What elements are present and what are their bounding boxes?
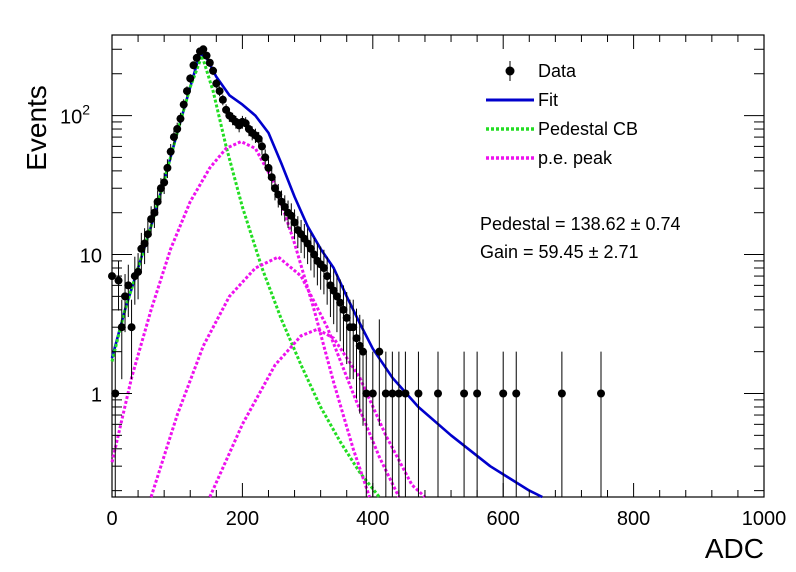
data-point: [394, 389, 403, 398]
y-tick-base: 10: [60, 107, 82, 129]
data-point: [179, 100, 188, 109]
data-point: [434, 389, 442, 398]
data-point: [512, 389, 521, 398]
legend-label: p.e. peak: [538, 148, 613, 168]
data-point: [368, 389, 377, 398]
data-point: [209, 66, 218, 75]
x-tick-label: 400: [356, 508, 389, 530]
data-point: [173, 125, 182, 134]
gain-annotation: Gain = 59.45 ± 2.71: [480, 242, 639, 262]
data-point: [124, 281, 133, 290]
data-point: [147, 215, 156, 224]
y-tick-base: 1: [91, 385, 102, 407]
data-point: [182, 87, 191, 96]
legend-label: Data: [538, 61, 577, 81]
data-point: [310, 250, 319, 259]
y-axis-title: Events: [21, 85, 52, 171]
data-point: [414, 389, 423, 398]
data-point: [186, 74, 195, 83]
pedestal-annotation: Pedestal = 138.62 ± 0.74: [480, 214, 681, 234]
x-tick-label: 200: [226, 508, 259, 530]
data-point: [290, 218, 299, 227]
data-point: [332, 292, 341, 301]
legend-label: Pedestal CB: [538, 119, 638, 139]
data-point: [319, 264, 328, 273]
data-point: [388, 389, 397, 398]
y-tick-label: 1: [91, 385, 102, 407]
data-point: [176, 114, 185, 123]
data-point: [160, 178, 169, 187]
x-tick-label: 800: [617, 508, 650, 530]
data-point: [114, 276, 123, 285]
pe-peak-curve: [110, 140, 371, 498]
data-point: [381, 389, 390, 398]
data-point: [199, 45, 208, 54]
data-point: [557, 389, 566, 398]
data-point: [215, 87, 224, 96]
data-point: [274, 190, 283, 199]
data-point: [342, 313, 351, 322]
data-point: [121, 292, 130, 301]
data-point: [271, 184, 279, 193]
data-point: [359, 347, 368, 356]
data-point: [460, 389, 469, 398]
data-point: [401, 389, 410, 398]
data-point: [205, 58, 214, 67]
data-point: [166, 147, 175, 156]
x-axis-title: ADC: [705, 533, 764, 564]
x-tick-label: 0: [106, 508, 117, 530]
data-point: [254, 134, 263, 143]
data-point: [212, 79, 221, 88]
y-tick-base: 10: [80, 246, 102, 268]
data-point: [192, 53, 201, 62]
data-point: [473, 389, 482, 398]
data-point: [143, 230, 152, 239]
data-point: [287, 211, 296, 220]
data-point: [169, 133, 178, 142]
data-point: [134, 267, 143, 276]
data-point: [150, 208, 159, 217]
pe-peak-curve: [149, 255, 401, 498]
data-point: [597, 389, 605, 398]
data-point: [336, 298, 345, 307]
data-point: [127, 323, 136, 332]
legend-label: Fit: [538, 90, 558, 110]
data-point: [352, 334, 361, 343]
data-point: [264, 163, 273, 172]
data-points-layer: [108, 45, 605, 497]
y-tick-label: 10: [80, 246, 102, 268]
data-point: [349, 323, 358, 332]
legend: Data Fit Pedestal CB p.e. peak: [486, 61, 638, 168]
data-point: [261, 153, 270, 162]
x-tick-label: 600: [487, 508, 520, 530]
pedestal-curve: [110, 54, 381, 498]
data-point: [218, 95, 227, 104]
data-point: [375, 347, 384, 356]
data-point: [189, 61, 198, 70]
data-point: [257, 142, 266, 151]
y-tick-exponent: 2: [82, 102, 90, 118]
data-point: [499, 389, 508, 398]
data-point: [140, 239, 149, 248]
data-point: [323, 272, 332, 281]
data-point: [153, 197, 162, 206]
data-point: [339, 305, 348, 314]
data-point: [163, 163, 172, 172]
data-point: [362, 389, 371, 398]
x-tick-label: 1000: [742, 508, 787, 530]
y-tick-label: 102: [60, 102, 90, 129]
data-point: [202, 51, 211, 60]
data-point: [267, 173, 276, 182]
legend-marker: [505, 66, 515, 76]
